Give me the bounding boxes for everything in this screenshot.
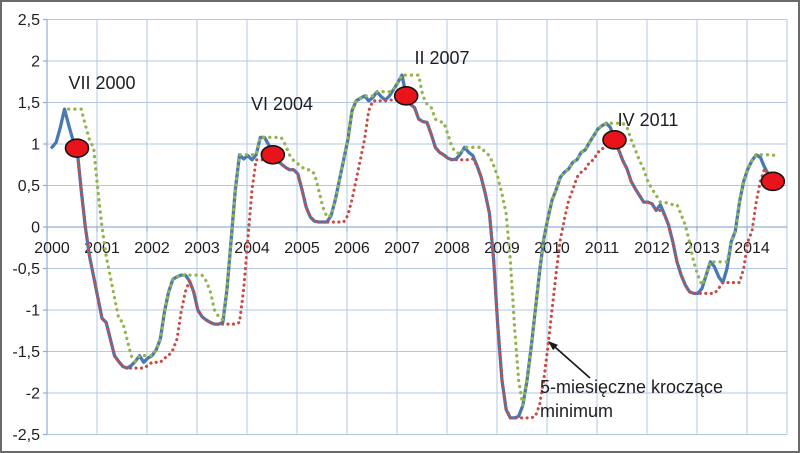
x-tick-label: 2008 — [434, 240, 470, 257]
x-tick-label: 2005 — [284, 240, 320, 257]
y-tick-label: 1,5 — [18, 95, 40, 112]
x-tick-label: 2009 — [484, 240, 520, 257]
x-tick-label: 2011 — [585, 240, 620, 257]
peak-marker — [602, 130, 627, 150]
callout-arrow-line — [552, 345, 591, 379]
x-tick-label: 2006 — [334, 240, 370, 257]
callout-text: minimum — [540, 401, 613, 421]
x-tick-label: 2007 — [384, 240, 420, 257]
rolling-min-dotted-line — [67, 94, 779, 420]
y-tick-label: 0,5 — [18, 178, 40, 195]
callout-text: 5-miesięczne kroczące — [540, 377, 723, 397]
y-tick-label: 2 — [31, 54, 40, 71]
peak-label: IV 2011 — [618, 110, 679, 130]
peak-marker — [64, 138, 90, 158]
y-tick-label: 0 — [31, 220, 40, 237]
y-tick-label: -2,5 — [12, 427, 40, 444]
x-tick-label: 2001 — [84, 240, 120, 257]
y-tick-label: -0,5 — [12, 261, 40, 278]
x-tick-label: 2004 — [234, 240, 270, 257]
y-tick-label: 2,5 — [18, 12, 40, 29]
y-tick-label: 1 — [31, 137, 40, 154]
peak-marker — [260, 144, 286, 165]
peak-label: II 2007 — [414, 48, 469, 68]
peak-label: VI 2004 — [251, 94, 313, 114]
x-tick-label: 2012 — [634, 240, 670, 257]
x-tick-label: 2000 — [34, 240, 70, 257]
y-tick-label: -2 — [26, 386, 40, 403]
x-tick-label: 2003 — [184, 240, 220, 257]
peak-label: VII 2000 — [68, 73, 135, 93]
y-tick-label: -1,5 — [12, 344, 40, 361]
callout-arrow-head — [548, 341, 558, 351]
y-tick-label: -1 — [26, 303, 40, 320]
peak-marker — [393, 86, 419, 106]
peak-marker — [760, 171, 786, 192]
x-tick-label: 2010 — [534, 240, 570, 257]
x-tick-label: 2014 — [734, 240, 770, 257]
x-tick-label: 2002 — [134, 240, 170, 257]
